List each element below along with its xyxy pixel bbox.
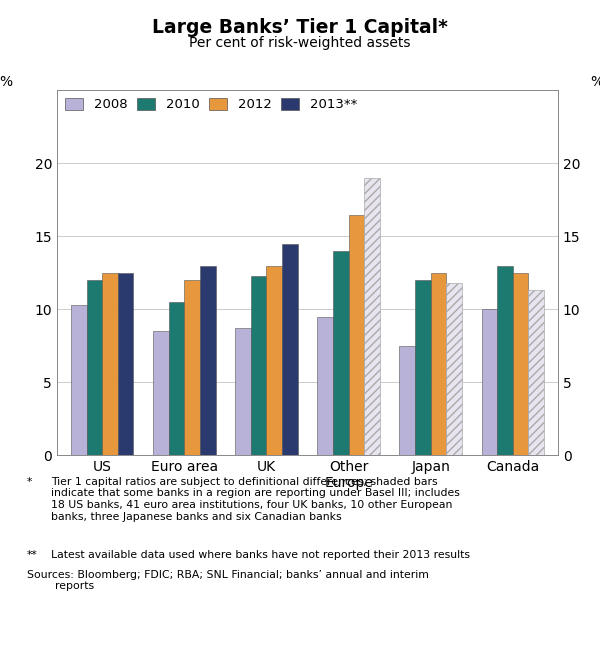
Bar [529, 291, 544, 455]
Bar [482, 309, 497, 455]
Bar [266, 266, 282, 455]
Bar [513, 273, 529, 455]
Text: Latest available data used where banks have not reported their 2013 results: Latest available data used where banks h… [51, 550, 470, 560]
Bar [86, 280, 102, 455]
Bar [235, 328, 251, 455]
Bar [446, 283, 462, 455]
Bar [102, 273, 118, 455]
Text: Large Banks’ Tier 1 Capital*: Large Banks’ Tier 1 Capital* [152, 18, 448, 37]
Bar [118, 273, 133, 455]
Bar [282, 244, 298, 455]
Bar [497, 266, 513, 455]
Text: Per cent of risk-weighted assets: Per cent of risk-weighted assets [189, 36, 411, 50]
Bar [71, 305, 86, 455]
Bar [200, 266, 215, 455]
Bar [400, 346, 415, 455]
Bar [333, 251, 349, 455]
Text: %: % [0, 75, 13, 89]
Text: Sources: Bloomberg; FDIC; RBA; SNL Financial; banks’ annual and interim
        : Sources: Bloomberg; FDIC; RBA; SNL Finan… [27, 570, 429, 591]
Bar [317, 317, 333, 455]
Text: *: * [27, 477, 32, 486]
Text: **: ** [27, 550, 38, 560]
Bar [251, 276, 266, 455]
Bar [431, 273, 446, 455]
Bar [415, 280, 431, 455]
Legend: 2008, 2010, 2012, 2013**: 2008, 2010, 2012, 2013** [59, 92, 362, 117]
Text: %: % [590, 75, 600, 89]
Text: Tier 1 capital ratios are subject to definitional differences; shaded bars
indic: Tier 1 capital ratios are subject to def… [51, 477, 460, 521]
Bar [184, 280, 200, 455]
Bar [349, 214, 364, 455]
Bar [169, 302, 184, 455]
Bar [364, 178, 380, 455]
Bar [153, 331, 169, 455]
